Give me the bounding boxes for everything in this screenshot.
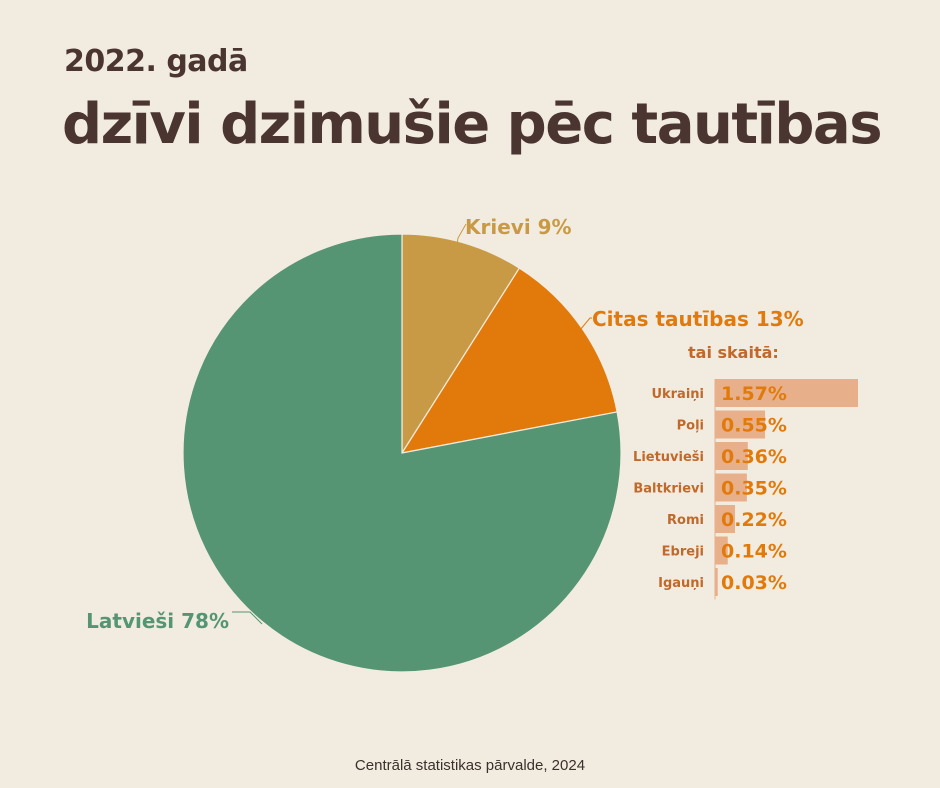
breakdown-category-label: Baltkrievi bbox=[633, 482, 704, 497]
breakdown-category-label: Ukraiņi bbox=[651, 387, 704, 402]
breakdown-value-label: 0.35% bbox=[721, 478, 787, 500]
breakdown-value-label: 0.22% bbox=[721, 509, 787, 531]
source-note: Centrālā statistikas pārvalde, 2024 bbox=[354, 757, 586, 774]
pie-label-krievi: Krievi 9% bbox=[465, 215, 572, 239]
chart-title: dzīvi dzimušie pēc tautības bbox=[62, 92, 883, 157]
pie-slice-latviesi bbox=[182, 233, 622, 673]
breakdown-bar-chart: tai skaitā: Ukraiņi 1.57% Poļi 0.55% Lietuvie… bbox=[633, 343, 858, 600]
breakdown-category-label: Ebreji bbox=[662, 545, 704, 560]
chart-subtitle: 2022. gadā bbox=[64, 44, 248, 79]
breakdown-value-label: 0.03% bbox=[721, 572, 787, 594]
breakdown-category-label: Igauņi bbox=[658, 576, 704, 591]
pie-label-leader bbox=[455, 223, 467, 253]
breakdown-bar bbox=[715, 568, 718, 596]
pie-chart: Krievi 9% Citas tautības 13% Latvieši 78% bbox=[86, 215, 804, 673]
breakdown-category-label: Romi bbox=[667, 513, 704, 528]
pie-slice-krievi bbox=[401, 233, 521, 456]
breakdown-bar bbox=[715, 473, 747, 502]
breakdown-value-label: 0.36% bbox=[721, 446, 787, 468]
breakdown-value-label: 1.57% bbox=[721, 383, 787, 405]
pie-slice-citas bbox=[400, 267, 618, 454]
pie-label-leader bbox=[232, 611, 263, 625]
breakdown-category-label: Lietuvieši bbox=[633, 450, 704, 465]
breakdown-bar bbox=[715, 410, 766, 439]
pie-label-latviesi: Latvieši 78% bbox=[86, 609, 229, 633]
breakdown-bar bbox=[715, 505, 736, 533]
breakdown-heading: tai skaitā: bbox=[688, 343, 779, 362]
breakdown-bar bbox=[715, 442, 748, 470]
breakdown-bar bbox=[715, 379, 858, 407]
breakdown-bar bbox=[715, 536, 728, 565]
pie-label-citas: Citas tautības 13% bbox=[592, 307, 804, 331]
breakdown-value-label: 0.14% bbox=[721, 541, 787, 563]
breakdown-category-label: Poļi bbox=[677, 419, 704, 434]
pie-label-leader bbox=[579, 317, 592, 331]
breakdown-value-label: 0.55% bbox=[721, 415, 787, 437]
